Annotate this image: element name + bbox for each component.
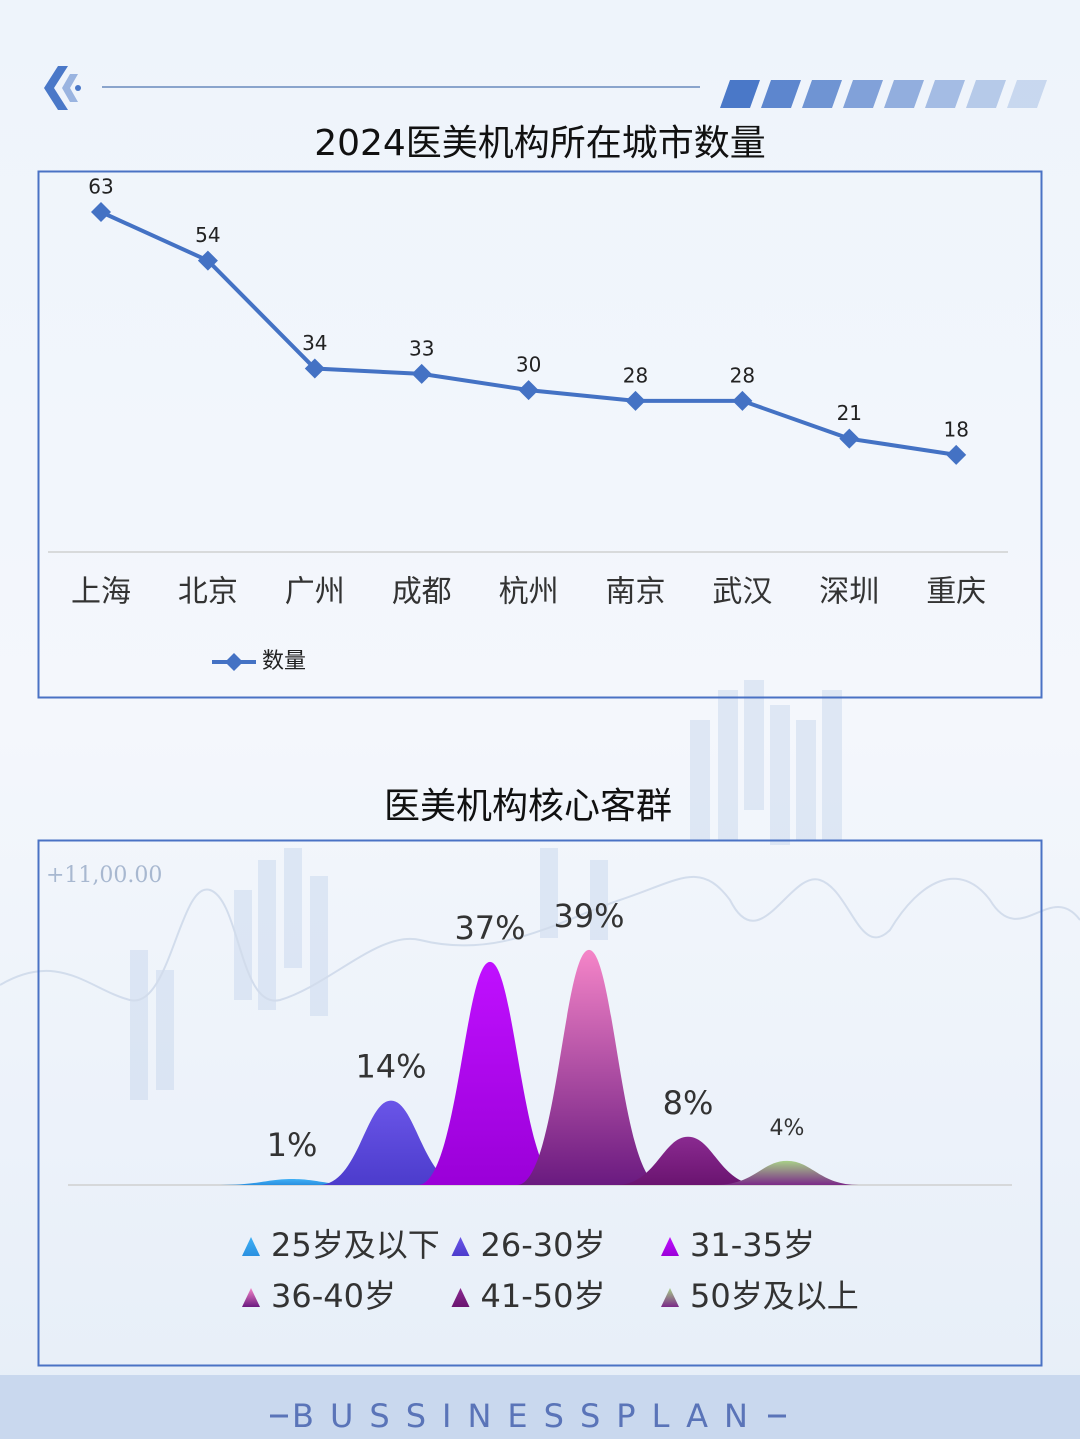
legend-label: 41-50岁: [481, 1277, 606, 1315]
data-label: 33: [409, 336, 434, 360]
data-label: 39%: [553, 897, 624, 935]
legend-marker: [225, 653, 243, 671]
marker: [197, 250, 218, 271]
legend-marker: [242, 1288, 260, 1307]
stripe: [925, 80, 965, 108]
peak: [715, 1160, 859, 1185]
legend-label: 31-35岁: [690, 1226, 815, 1264]
chart-title: 2024医美机构所在城市数量: [314, 123, 766, 164]
legend-marker: [451, 1288, 470, 1307]
stripe: [802, 80, 842, 108]
stripe: [843, 80, 883, 108]
peak: [616, 1136, 760, 1185]
chart-frame: [37, 839, 1043, 1367]
x-tick-label: 上海: [71, 575, 131, 610]
data-label: 18: [943, 417, 968, 441]
header-decoration: [44, 66, 1047, 110]
legend-marker: [242, 1237, 260, 1256]
x-tick-label: 成都: [392, 575, 452, 610]
data-label: 21: [837, 401, 862, 425]
background-bars: [0, 680, 1080, 1100]
legend-marker: [451, 1237, 470, 1256]
data-label: 1%: [267, 1126, 318, 1164]
marker: [91, 202, 111, 222]
marker: [839, 428, 860, 449]
data-label: 34: [302, 331, 327, 355]
marker: [946, 444, 967, 465]
stripe: [1007, 80, 1047, 108]
data-label: 28: [730, 363, 755, 387]
data-label: 14%: [355, 1048, 426, 1086]
data-label: 54: [195, 223, 220, 247]
data-label: 28: [623, 363, 648, 387]
legend-label: 50岁及以上: [690, 1277, 859, 1315]
x-tick-label: 南京: [606, 575, 666, 610]
stripe: [966, 80, 1006, 108]
chart-title: 医美机构核心客群: [384, 786, 672, 827]
legend-label: 36-40岁: [271, 1277, 396, 1315]
x-tick-label: 深圳: [819, 575, 879, 610]
stripe: [720, 80, 760, 108]
peak: [517, 949, 661, 1185]
x-tick-label: 北京: [178, 575, 238, 610]
background-text: +11,00.00: [46, 863, 162, 888]
peak: [418, 961, 562, 1185]
chart-frame: [37, 170, 1043, 699]
legend-marker: [661, 1237, 679, 1256]
footer-band: [0, 1375, 1080, 1439]
footer-text: BUSSINESSPLAN: [292, 1397, 764, 1435]
stripe: [884, 80, 924, 108]
x-tick-label: 杭州: [499, 575, 559, 610]
marker: [518, 380, 539, 401]
peak: [319, 1100, 463, 1185]
marker: [411, 363, 432, 384]
marker: [304, 358, 325, 379]
data-label: 30: [516, 353, 541, 377]
x-tick-label: 广州: [285, 575, 345, 610]
x-tick-label: 重庆: [926, 575, 986, 610]
data-label: 8%: [663, 1084, 714, 1122]
data-label: 37%: [454, 909, 525, 947]
legend-label: 数量: [262, 649, 306, 674]
data-label: 63: [88, 175, 113, 199]
data-label: 4%: [770, 1116, 805, 1141]
legend-label: 26-30岁: [481, 1226, 606, 1264]
marker: [625, 390, 646, 411]
stripe: [761, 80, 801, 108]
marker: [732, 390, 753, 411]
legend-marker: [661, 1288, 679, 1307]
x-tick-label: 武汉: [712, 575, 772, 610]
legend-label: 25岁及以下: [271, 1226, 440, 1264]
